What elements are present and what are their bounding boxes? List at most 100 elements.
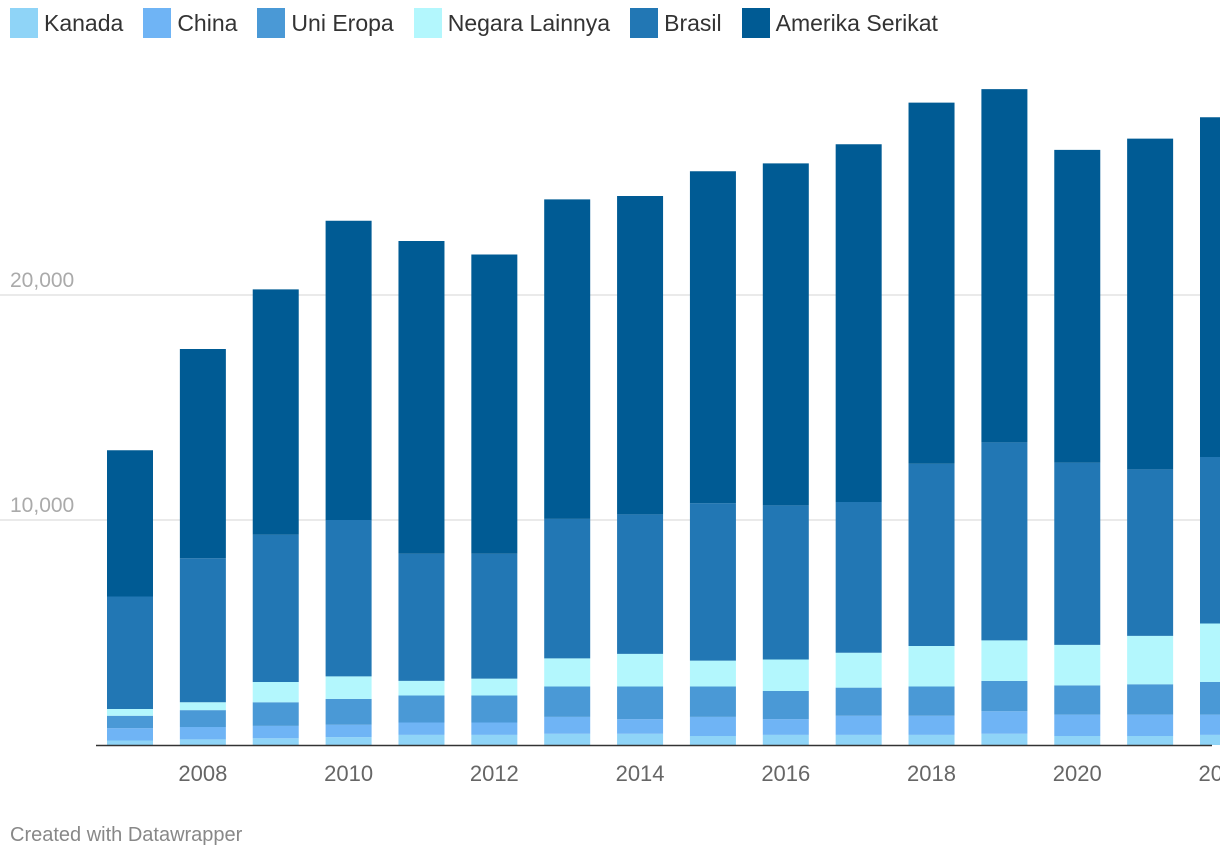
bar-2021-kanada	[1127, 736, 1174, 745]
bar-2020-china	[1054, 714, 1101, 737]
legend-label: China	[177, 9, 238, 36]
bar-2018-negara-lainnya	[908, 646, 955, 687]
legend-item-uni-eropa: Uni Eropa	[257, 8, 394, 38]
bar-2009-amerika-serikat	[252, 289, 299, 535]
bar-2020-brasil	[1054, 462, 1101, 645]
bar-2019-uni-eropa	[981, 680, 1028, 712]
legend-swatch-china	[143, 8, 172, 38]
bar-2022-china	[1200, 714, 1220, 735]
bar-2018-brasil	[908, 463, 955, 646]
bar-2021-china	[1127, 714, 1174, 737]
bar-2015-amerika-serikat	[689, 171, 736, 504]
bar-2008-brasil	[179, 558, 226, 703]
bar-2013-china	[544, 716, 591, 734]
bar-2017-kanada	[835, 734, 882, 746]
bar-2011-uni-eropa	[398, 695, 445, 723]
x-tick-label: 2012	[470, 761, 519, 786]
bar-2022-negara-lainnya	[1200, 623, 1220, 682]
bar-2018-china	[908, 715, 955, 735]
bar-2013-brasil	[544, 518, 591, 659]
x-tick-label: 2018	[907, 761, 956, 786]
legend: Kanada China Uni Eropa Negara Lainnya Brasil…	[10, 8, 938, 38]
bar-2013-negara-lainnya	[544, 658, 591, 687]
bar-2015-negara-lainnya	[689, 660, 736, 687]
legend-swatch-uni-eropa	[257, 8, 286, 38]
bar-2018-amerika-serikat	[908, 102, 955, 464]
bar-2021-brasil	[1127, 469, 1174, 636]
bar-2011-kanada	[398, 734, 445, 746]
x-tick-label: 2016	[761, 761, 810, 786]
bar-2017-amerika-serikat	[835, 144, 882, 502]
bar-2021-negara-lainnya	[1127, 635, 1174, 685]
bar-2020-negara-lainnya	[1054, 644, 1101, 686]
bar-2014-negara-lainnya	[617, 653, 664, 687]
x-tick-label: 2010	[324, 761, 373, 786]
bar-2012-brasil	[471, 553, 518, 679]
bar-2016-negara-lainnya	[762, 659, 809, 691]
bar-2009-kanada	[252, 738, 299, 745]
bar-2016-uni-eropa	[762, 691, 809, 720]
bar-2019-kanada	[981, 733, 1028, 745]
bar-2016-amerika-serikat	[762, 163, 809, 506]
legend-label: Negara Lainnya	[447, 9, 611, 36]
bar-2007-brasil	[107, 596, 153, 709]
legend-swatch-amerika-serikat	[741, 8, 770, 38]
bar-2014-kanada	[617, 733, 664, 745]
bar-2008-kanada	[179, 739, 226, 746]
bar-2007-kanada	[107, 740, 153, 745]
bar-2022-brasil	[1200, 457, 1220, 624]
bar-2021-amerika-serikat	[1127, 138, 1174, 470]
bar-2016-china	[762, 719, 809, 735]
legend-item-brasil: Brasil	[630, 8, 722, 38]
bar-2010-kanada	[325, 737, 372, 746]
legend-label: Kanada	[44, 9, 124, 36]
bar-2013-uni-eropa	[544, 686, 591, 717]
bar-2007-china	[107, 728, 153, 741]
bar-2017-china	[835, 715, 882, 735]
bar-2010-brasil	[325, 520, 372, 677]
bar-2012-kanada	[471, 734, 518, 746]
bar-2011-amerika-serikat	[398, 241, 445, 554]
bar-2019-china	[981, 711, 1028, 734]
bar-2020-kanada	[1054, 736, 1101, 745]
bar-2010-amerika-serikat	[325, 220, 372, 520]
bar-2007-uni-eropa	[107, 715, 153, 729]
bar-2009-brasil	[252, 534, 299, 683]
bar-2016-kanada	[762, 734, 809, 746]
bar-2015-brasil	[689, 503, 736, 661]
x-tick-label: 2020	[1053, 761, 1102, 786]
bar-2018-kanada	[908, 734, 955, 746]
x-tick-label: 2014	[616, 761, 665, 786]
legend-item-negara-lainnya: Negara Lainnya	[413, 8, 611, 38]
bar-2014-amerika-serikat	[617, 196, 664, 515]
bar-2007-negara-lainnya	[107, 709, 153, 716]
bar-2020-uni-eropa	[1054, 685, 1101, 715]
bar-2013-amerika-serikat	[544, 199, 591, 519]
bar-2012-uni-eropa	[471, 695, 518, 723]
bar-2008-negara-lainnya	[179, 702, 226, 711]
stacked-bar-chart: 10,000 20,000 2008 2010 2012 2014 2016 2018 2020…	[0, 89, 1220, 786]
x-tick-label: 2022	[1199, 761, 1220, 786]
bar-2019-amerika-serikat	[981, 89, 1028, 443]
bar-2015-china	[689, 716, 736, 737]
bar-2020-amerika-serikat	[1054, 149, 1101, 463]
bar-2012-amerika-serikat	[471, 254, 518, 554]
legend-item-kanada: Kanada	[10, 8, 123, 38]
bar-2017-uni-eropa	[835, 687, 882, 716]
bar-2011-negara-lainnya	[398, 680, 445, 696]
bar-2009-negara-lainnya	[252, 682, 299, 703]
x-tick-label: 2008	[178, 761, 227, 786]
bar-2014-china	[617, 719, 664, 734]
bar-2019-brasil	[981, 442, 1028, 641]
legend-label: Uni Eropa	[291, 9, 394, 36]
bar-2012-negara-lainnya	[471, 678, 518, 696]
bar-2018-uni-eropa	[908, 686, 955, 716]
bar-2008-uni-eropa	[179, 710, 226, 728]
bar-2022-amerika-serikat	[1200, 117, 1220, 457]
bar-2019-negara-lainnya	[981, 640, 1028, 681]
bar-2008-china	[179, 727, 226, 740]
bar-2009-china	[252, 725, 299, 739]
bar-2010-china	[325, 724, 372, 738]
bar-2010-uni-eropa	[325, 698, 372, 725]
bar-2014-brasil	[617, 514, 664, 654]
